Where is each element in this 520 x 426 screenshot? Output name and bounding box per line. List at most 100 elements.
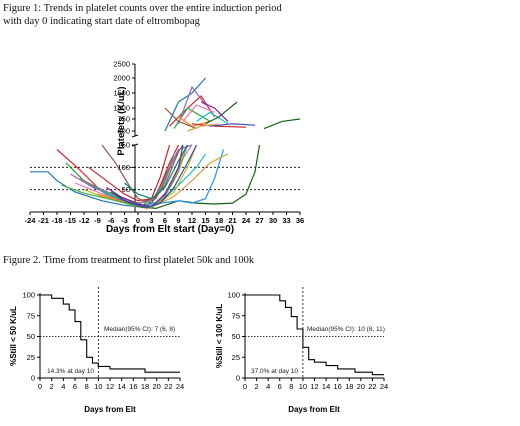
km-ytick-label: 25 [232, 353, 240, 362]
platelet-trend-chart: Platelets (K/uL) Days from Elt start (Da… [25, 60, 305, 236]
km-xtick-label: 20 [152, 382, 160, 391]
c1-series-line [160, 149, 225, 204]
c1-xtick-label: 6 [163, 216, 167, 225]
c1-xtick-label: 30 [269, 216, 277, 225]
c1-xtick-label: 0 [136, 216, 140, 225]
km-xtick-label: 18 [345, 382, 353, 391]
km-xtick-label: 16 [129, 382, 137, 391]
figure1-caption: Figure 1: Trends in platelet counts over… [3, 3, 282, 27]
km-ytick-label: 75 [232, 311, 240, 320]
km-xtick-label: 10 [299, 382, 307, 391]
km-ytick-label: 50 [232, 332, 240, 341]
c1-series-line [155, 153, 229, 206]
c1-series-line [92, 153, 206, 208]
c1-upper-series-line [164, 77, 206, 132]
c1-axis-break-mark [131, 134, 139, 138]
km-xtick-label: 24 [176, 382, 184, 391]
km-xtick-label: 8 [289, 382, 293, 391]
c2-median-annotation: Median(95% CI): 7 (6, 8) [104, 326, 175, 333]
km-100k-chart: %Still < 100 K/uL Days from Elt Median(9… [215, 287, 388, 414]
c1-upper-series-line [196, 111, 229, 125]
km-ytick-label: 50 [27, 332, 35, 341]
km-xtick-label: 22 [368, 382, 376, 391]
c1-series-line [101, 144, 180, 204]
km-ytick-label: 25 [27, 353, 35, 362]
c1-upper-series-line [182, 104, 215, 122]
c1-upper-series-line [187, 123, 220, 132]
km-xtick-label: 2 [254, 382, 258, 391]
c1-xtick-label: -3 [121, 216, 128, 225]
km-ytick-label: 0 [236, 374, 240, 383]
c1-xtick-label: -12 [79, 216, 90, 225]
km-xtick-label: 0 [38, 382, 42, 391]
km-50k-chart: %Still < 50 K/uL Days from Elt Median(95… [9, 287, 184, 414]
c3-median-annotation: Median(95% CI): 10 (8, 11) [307, 326, 385, 333]
c1-upper-series-line [178, 116, 211, 127]
km-xtick-label: 4 [266, 382, 270, 391]
c3-day10-annotation: 37.0% at day 10 [251, 368, 298, 375]
c1-series-line [119, 144, 198, 209]
c1-series-line [124, 144, 189, 200]
c1-xtick-label: -6 [108, 216, 115, 225]
km-xtick-label: 14 [117, 382, 125, 391]
km-xtick-label: 6 [278, 382, 282, 391]
c3-xlabel: Days from Elt [288, 405, 340, 414]
c1-xtick-label: -9 [94, 216, 101, 225]
c1-xtick-label: -18 [52, 216, 63, 225]
c1-xtick-label: 15 [201, 216, 209, 225]
c2-day10-annotation: 14.3% at day 10 [47, 368, 94, 375]
km-xtick-label: 12 [310, 382, 318, 391]
c2-ylabel: %Still < 50 K/uL [9, 306, 18, 366]
km-ytick-label: 0 [31, 374, 35, 383]
km-xtick-label: 24 [380, 382, 388, 391]
km-xtick-label: 8 [85, 382, 89, 391]
c1-ytick-label: 2000 [113, 74, 130, 83]
km-xtick-label: 22 [164, 382, 172, 391]
km-xtick-label: 2 [50, 382, 54, 391]
c1-series-line [79, 153, 175, 204]
c1-ytick-label: 100 [117, 163, 130, 172]
c1-ytick-label: 750 [117, 115, 130, 124]
c1-xtick-label: 18 [215, 216, 223, 225]
c1-series-line [88, 144, 171, 202]
c1-xtick-label: 24 [242, 216, 251, 225]
km-step-curve [40, 294, 180, 373]
figure2-caption: Figure 2. Time from treatment to first p… [3, 255, 255, 266]
c3-ylabel: %Still < 100 K/uL [215, 304, 224, 368]
km-ytick-label: 100 [227, 291, 240, 300]
c1-upper-series-line [164, 107, 197, 130]
c1-xtick-label: -15 [65, 216, 76, 225]
c2-xlabel: Days from Elt [84, 405, 136, 414]
c1-xtick-label: 9 [176, 216, 180, 225]
km-step-curve [245, 294, 384, 376]
c1-xtick-label: 3 [149, 216, 153, 225]
c1-ytick-label: 1000 [113, 104, 130, 113]
km-xtick-label: 20 [357, 382, 365, 391]
c1-upper-series-line [263, 118, 301, 130]
km-xtick-label: 14 [322, 382, 330, 391]
c1-xlabel: Days from Elt start (Day=0) [106, 224, 234, 235]
c1-series-line [110, 144, 261, 210]
c1-ytick-label: 50 [122, 185, 130, 194]
c1-upper-series-line [205, 101, 238, 125]
km-xtick-label: 0 [243, 382, 247, 391]
c1-xtick-label: 27 [255, 216, 263, 225]
c1-upper-series-line [200, 101, 229, 122]
km-ytick-label: 100 [22, 291, 35, 300]
km-xtick-label: 10 [94, 382, 102, 391]
c1-upper-series-line [209, 123, 256, 127]
c1-series-line [70, 144, 193, 204]
c1-ytick-label: 150 [117, 141, 130, 150]
km-xtick-label: 16 [333, 382, 341, 391]
km-ytick-label: 75 [27, 311, 35, 320]
km-xtick-label: 6 [73, 382, 77, 391]
c1-xtick-label: 33 [282, 216, 290, 225]
c1-xtick-label: -24 [25, 216, 37, 225]
c1-ytick-label: 1500 [113, 89, 130, 98]
c1-xtick-label: 12 [188, 216, 196, 225]
c1-xtick-label: 21 [228, 216, 236, 225]
c1-xtick-label: 36 [296, 216, 304, 225]
c1-ytick-label: 2500 [113, 60, 130, 69]
km-xtick-label: 12 [106, 382, 114, 391]
